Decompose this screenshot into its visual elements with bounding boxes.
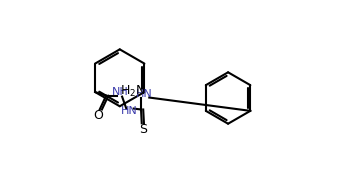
Text: NH: NH [111,87,128,97]
Text: O: O [93,109,103,122]
Text: H$_2$N: H$_2$N [120,84,145,99]
Text: HN: HN [136,89,153,99]
Text: S: S [139,123,147,136]
Text: HN: HN [121,106,137,116]
